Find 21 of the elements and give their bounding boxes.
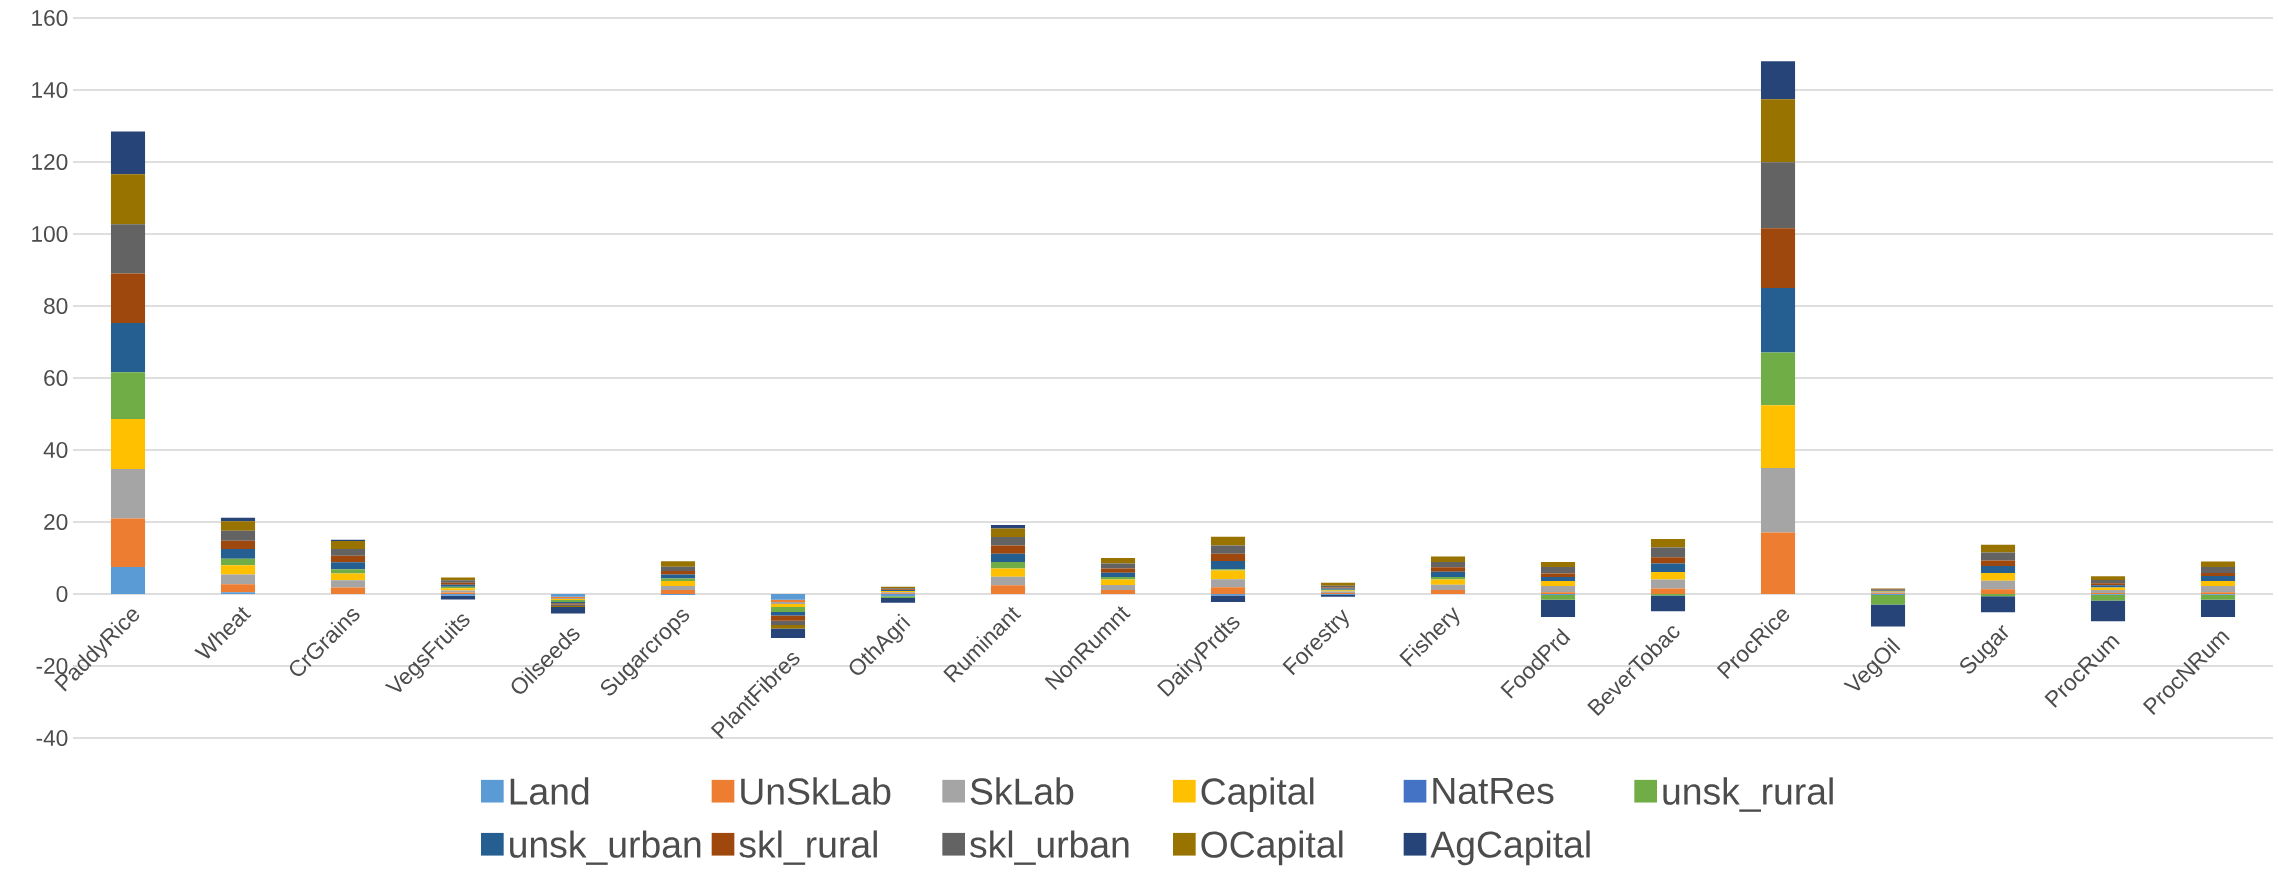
legend-label: OCapital <box>1201 830 1343 866</box>
y-tick-label: 60 <box>44 369 68 387</box>
y-tick-label: 80 <box>44 297 68 315</box>
y-tick-label: -40 <box>36 729 68 747</box>
legend-label: UnSkLab <box>741 777 891 805</box>
legend-label: SkLab <box>970 777 1074 805</box>
y-tick-label: 100 <box>32 225 68 243</box>
y-tick-label: 0 <box>56 585 68 603</box>
y-tick-label: 20 <box>44 513 68 531</box>
legend-label: skl_rural <box>739 830 877 865</box>
legend-label: unsk_urban <box>510 830 701 865</box>
legend-label: Capital <box>1201 777 1314 813</box>
y-tick-label: 40 <box>43 441 68 459</box>
y-tick-label: 120 <box>32 153 68 171</box>
legend-label: Land <box>510 777 589 805</box>
y-tick-label: 160 <box>32 9 68 27</box>
y-tick-label: 140 <box>32 81 68 99</box>
legend-label: unsk_rural <box>1663 777 1833 812</box>
legend-label: skl_urban <box>970 830 1129 865</box>
legend-label: NatRes <box>1433 778 1554 805</box>
legend-label: AgCapital <box>1430 830 1590 866</box>
